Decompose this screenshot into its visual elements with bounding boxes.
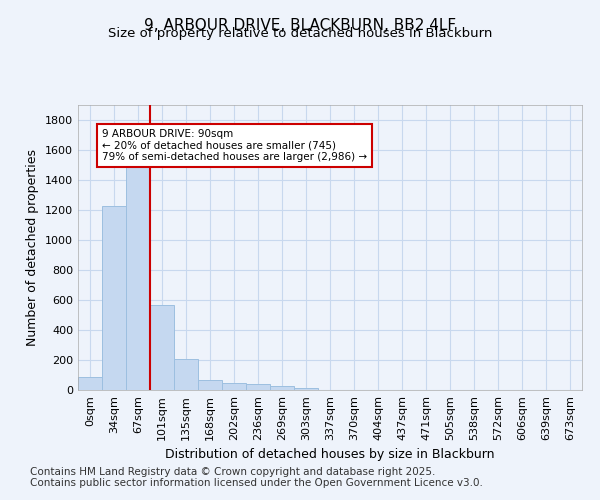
Bar (78, 376, 102, 390)
Text: 9, ARBOUR DRIVE, BLACKBURN, BB2 4LF: 9, ARBOUR DRIVE, BLACKBURN, BB2 4LF (144, 18, 456, 32)
Text: 9 ARBOUR DRIVE: 90sqm
← 20% of detached houses are smaller (745)
79% of semi-det: 9 ARBOUR DRIVE: 90sqm ← 20% of detached … (102, 129, 367, 162)
Bar (222, 382, 246, 390)
Bar (150, 304, 174, 390)
Y-axis label: Number of detached properties: Number of detached properties (26, 149, 40, 346)
Bar (246, 384, 270, 390)
Text: Size of property relative to detached houses in Blackburn: Size of property relative to detached ho… (108, 28, 492, 40)
Bar (270, 386, 294, 390)
Text: Contains HM Land Registry data © Crown copyright and database right 2025.
Contai: Contains HM Land Registry data © Crown c… (30, 466, 483, 488)
Bar (126, 165, 150, 390)
Bar (294, 388, 318, 390)
X-axis label: Distribution of detached houses by size in Blackburn: Distribution of detached houses by size … (165, 448, 495, 461)
Bar (102, 206, 126, 390)
Bar (174, 358, 198, 390)
Bar (198, 380, 222, 390)
